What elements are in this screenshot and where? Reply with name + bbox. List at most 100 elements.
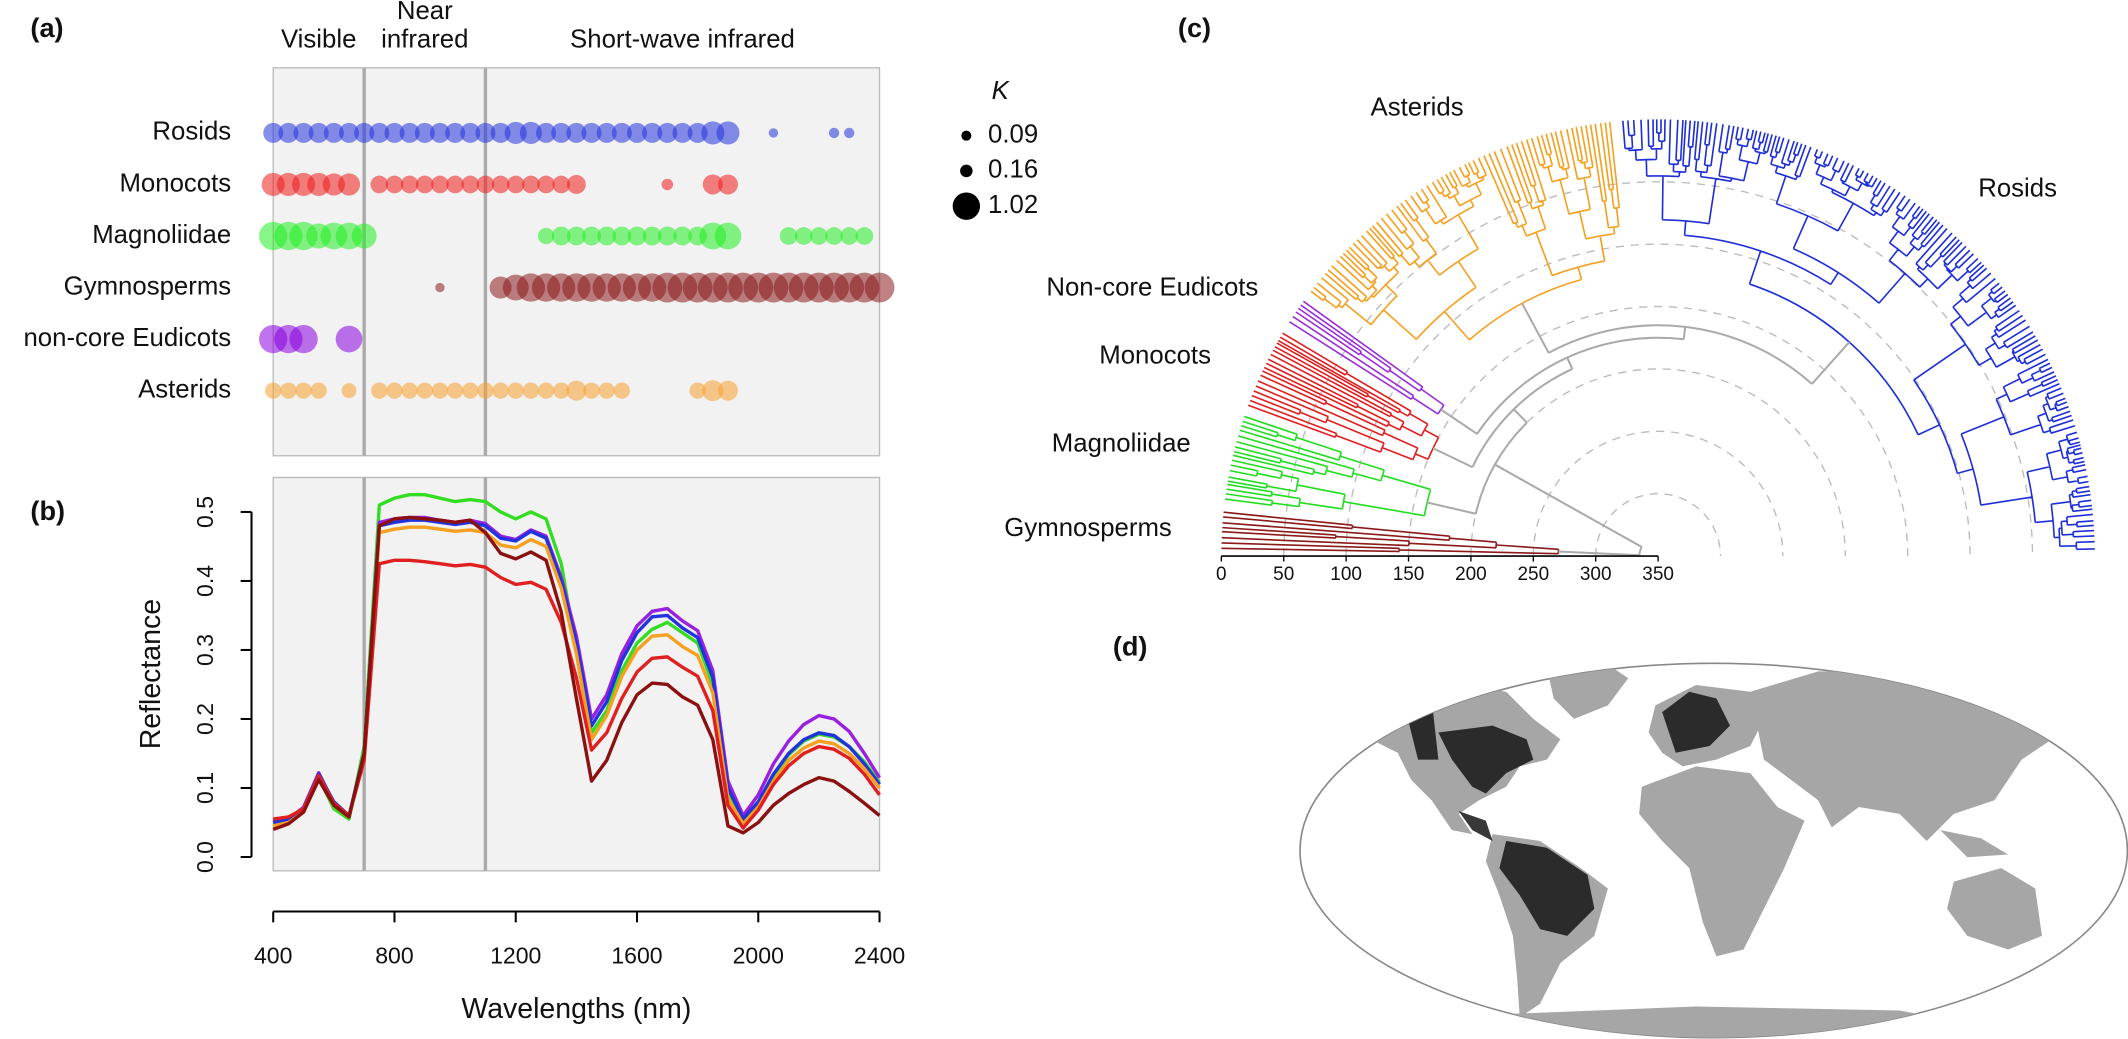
x-tick-label: 0 — [1216, 564, 1227, 585]
k-dot — [400, 175, 419, 194]
legend-dot — [952, 192, 981, 220]
k-dot — [385, 175, 404, 194]
k-dot — [672, 122, 693, 143]
k-dot — [522, 382, 540, 399]
k-dot — [657, 122, 678, 143]
x-tick-label: 1600 — [611, 943, 662, 969]
k-dot — [768, 128, 779, 138]
reflectance-line — [272, 558, 881, 830]
k-dot — [657, 226, 677, 246]
clade-branches — [1247, 332, 1440, 461]
k-dot — [537, 382, 555, 399]
k-dot — [476, 175, 495, 194]
k-dot — [553, 382, 570, 399]
k-dot — [522, 175, 540, 194]
legend-dot — [961, 130, 972, 141]
k-dot — [477, 382, 494, 399]
y-tick-label: 0.1 — [192, 772, 218, 804]
k-dot — [323, 122, 344, 143]
k-dot — [810, 227, 828, 245]
legend-dot — [960, 164, 973, 178]
k-dot — [341, 383, 357, 399]
k-dot — [855, 227, 874, 245]
k-dot — [828, 127, 840, 139]
k-dot — [335, 325, 363, 353]
k-dot — [506, 175, 525, 194]
region-label: Visible — [281, 26, 356, 54]
k-dot — [280, 382, 297, 399]
k-dot — [446, 382, 464, 399]
k-dot — [583, 382, 600, 399]
x-tick-label: 800 — [375, 943, 413, 969]
k-dot — [431, 382, 449, 399]
x-tick-label: 300 — [1580, 564, 1612, 585]
k-dot — [598, 382, 615, 399]
k-dot — [462, 382, 479, 399]
k-dot — [717, 174, 738, 195]
k-dot — [278, 122, 299, 143]
world-map — [1299, 662, 2128, 1039]
clade-label: Monocots — [1099, 342, 1211, 370]
panel-label: (d) — [1113, 631, 1148, 662]
k-dot — [566, 175, 586, 194]
k-dot — [551, 226, 571, 246]
k-dot — [460, 122, 481, 143]
k-dot — [445, 122, 466, 143]
k-dot — [370, 175, 389, 194]
k-dot — [844, 127, 855, 139]
row-label: Magnoliidae — [92, 221, 231, 249]
k-dot — [386, 382, 403, 399]
k-dot — [864, 272, 895, 303]
row-label: Asterids — [138, 375, 231, 403]
k-dot — [673, 226, 692, 246]
k-dot — [702, 174, 723, 195]
region-label: infrared — [381, 26, 468, 54]
x-tick-label: 2000 — [733, 943, 784, 969]
k-dot — [642, 122, 663, 143]
row-label: Monocots — [119, 169, 231, 197]
k-dot — [429, 122, 450, 143]
region-label: Near — [397, 0, 453, 25]
k-dot — [265, 382, 282, 399]
k-dot — [840, 227, 859, 245]
k-dot — [322, 173, 345, 196]
k-dot — [492, 382, 509, 399]
k-dot — [351, 223, 377, 249]
k-dot — [566, 380, 587, 401]
k-dot — [536, 122, 557, 143]
k-dot — [716, 121, 740, 145]
region-label: Short-wave infrared — [570, 26, 795, 54]
k-dot — [401, 382, 418, 399]
clade-branches — [1224, 415, 1432, 517]
k-dot — [717, 380, 738, 401]
k-dot — [416, 382, 433, 399]
k-dot — [566, 226, 586, 246]
k-dot — [507, 382, 524, 399]
legend-title: K — [992, 77, 1011, 105]
k-dot — [581, 122, 602, 143]
k-dot — [431, 175, 449, 194]
row-label: Gymnosperms — [64, 272, 232, 300]
y-tick-label: 0.2 — [192, 703, 218, 735]
k-dot — [414, 122, 435, 143]
k-dot — [627, 226, 647, 246]
k-dot — [446, 175, 464, 194]
k-dot — [702, 380, 724, 402]
k-dot — [308, 122, 329, 143]
k-dot — [475, 122, 496, 143]
k-dot — [263, 122, 284, 143]
x-tick-label: 150 — [1393, 564, 1425, 585]
k-dot — [551, 122, 572, 143]
k-dot — [689, 382, 706, 399]
y-tick-label: 0.0 — [192, 841, 218, 873]
k-dot — [613, 382, 631, 399]
k-dot — [714, 222, 742, 250]
k-dot — [337, 173, 361, 196]
x-tick-label: 1200 — [490, 943, 541, 969]
clade-label: Gymnosperms — [1004, 514, 1172, 542]
x-tick-label: 50 — [1273, 564, 1294, 585]
y-tick-label: 0.5 — [192, 496, 218, 528]
row-label: non-core Eudicots — [23, 324, 231, 352]
legend-label: 0.16 — [988, 156, 1038, 184]
k-dot — [642, 226, 662, 246]
